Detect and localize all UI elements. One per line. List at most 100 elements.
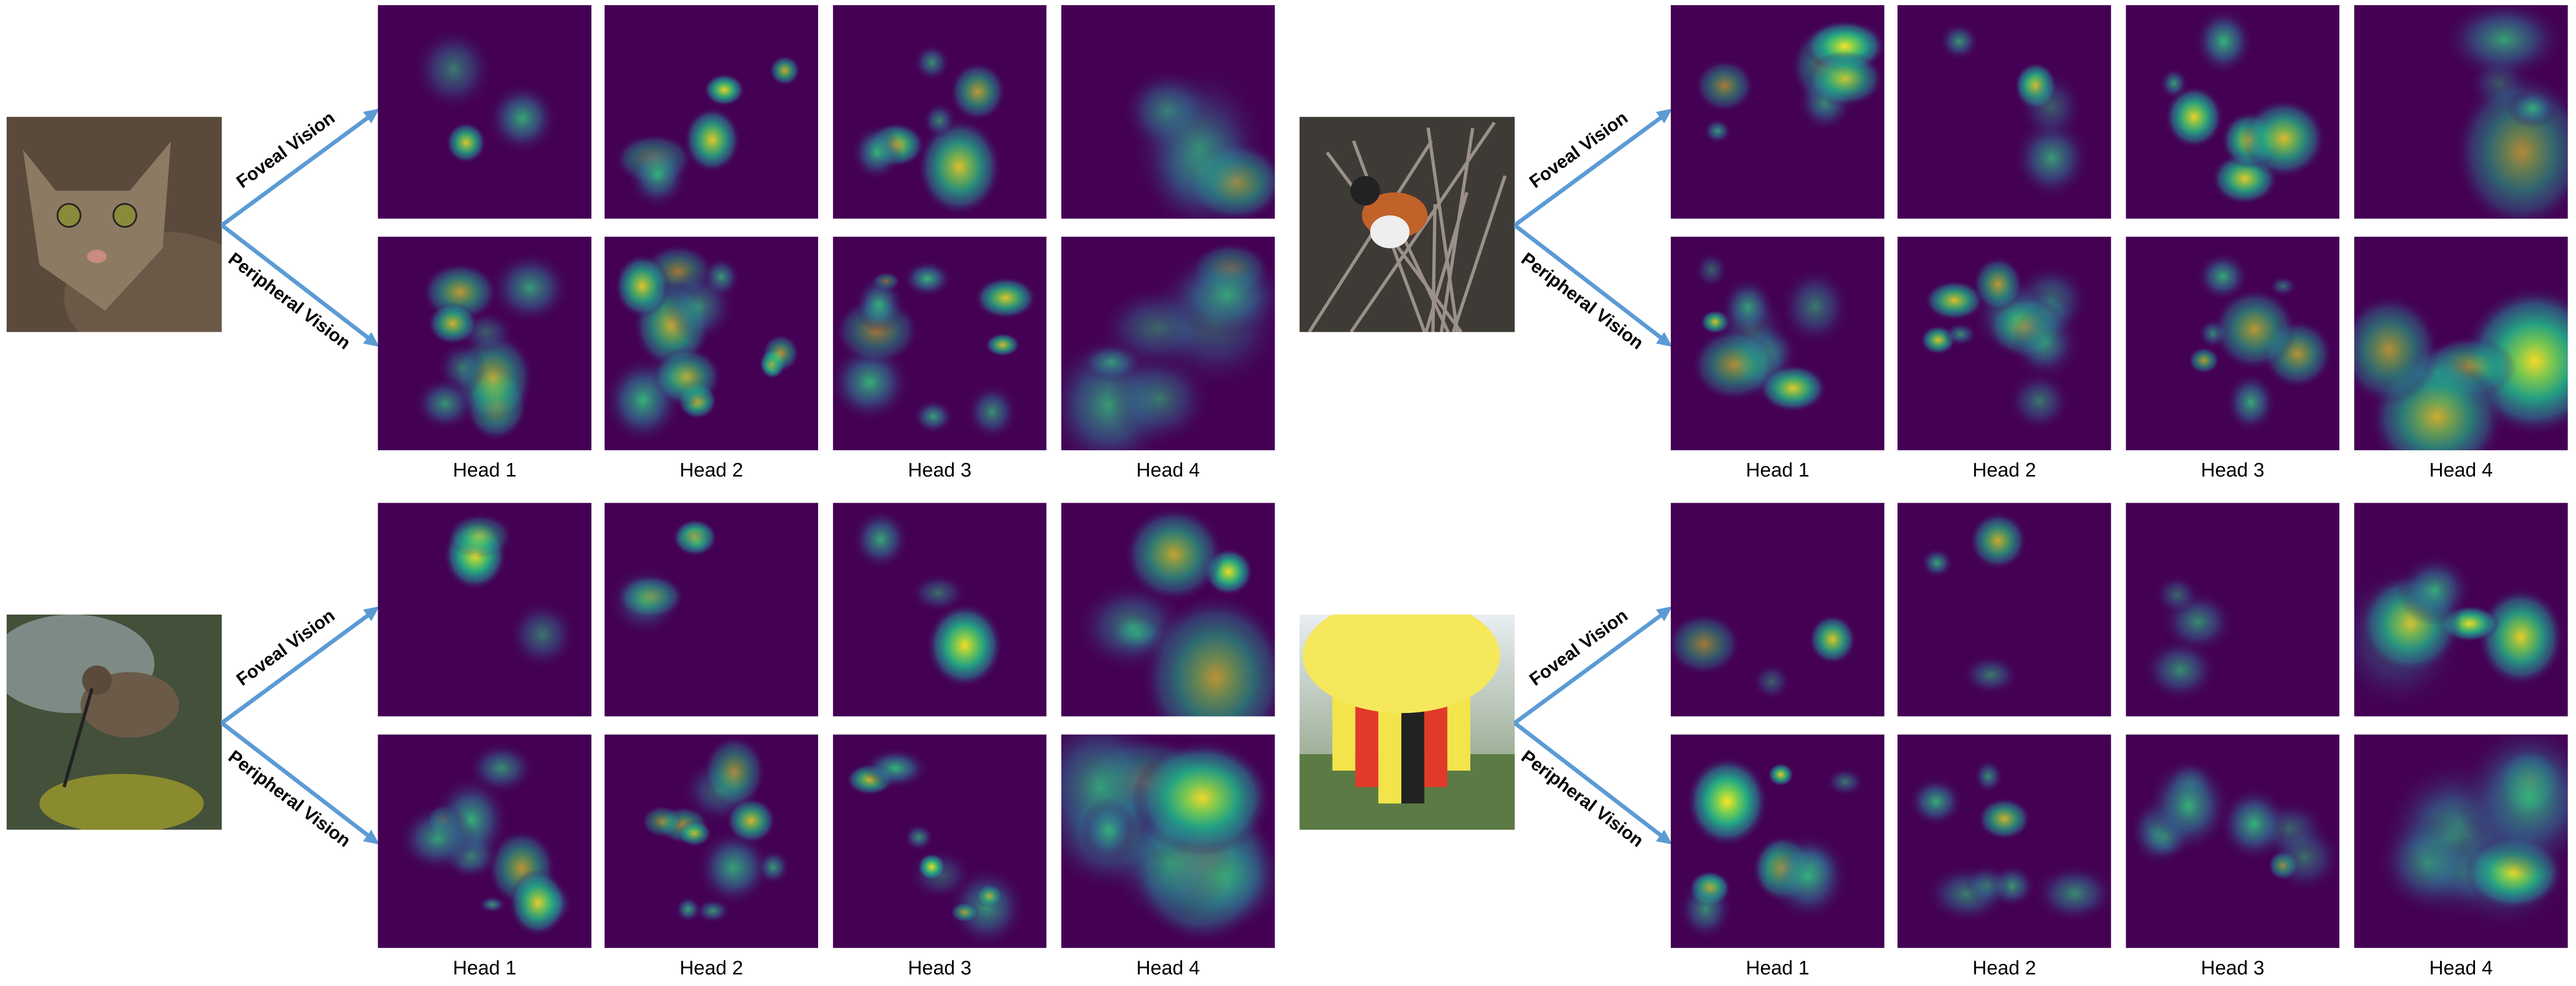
map-blob — [478, 896, 506, 913]
map-blob — [761, 334, 800, 372]
map-blob — [913, 44, 951, 81]
branch — [1426, 127, 1459, 332]
map-blob — [684, 107, 741, 173]
map-background — [378, 5, 591, 219]
attention-map — [1897, 503, 2111, 717]
attention-map — [1897, 236, 2111, 451]
map-blob — [2007, 371, 2071, 432]
map-blob — [1767, 832, 1850, 922]
attention-map — [2354, 503, 2568, 717]
arrow-head — [363, 829, 380, 845]
map-blob — [1131, 740, 1273, 856]
map-blob — [696, 828, 769, 908]
map-blob — [614, 253, 670, 318]
arrow-head — [1656, 108, 1673, 124]
arrow — [221, 224, 373, 342]
head-label: Head 2 — [1973, 957, 2036, 979]
attention-map — [833, 236, 1047, 451]
map-blob — [652, 347, 722, 407]
map-blob — [467, 742, 535, 794]
bird-head — [82, 665, 112, 695]
map-blob — [1123, 506, 1225, 603]
cat-head — [23, 141, 171, 311]
map-blob — [917, 117, 1002, 216]
map-blob — [917, 853, 946, 881]
branch — [1431, 204, 1437, 332]
bird-head — [1350, 176, 1380, 206]
head-label: Head 4 — [1137, 957, 1200, 979]
head-label: Head 3 — [908, 957, 971, 979]
attention-map — [2354, 236, 2568, 451]
attention-map — [2126, 5, 2340, 219]
attention-map — [1897, 734, 2111, 948]
attention-map — [2126, 503, 2340, 717]
arrow — [221, 611, 373, 725]
head-label: Head 2 — [1973, 459, 2036, 481]
map-blob — [1961, 654, 2020, 695]
map-blob — [862, 747, 929, 789]
map-blob — [489, 251, 571, 325]
map-blob — [446, 513, 513, 558]
attention-map — [1061, 734, 1275, 948]
map-blob — [926, 603, 1004, 688]
arrow-head — [1656, 332, 1673, 347]
map-blob — [2477, 587, 2565, 687]
attention-map — [1061, 503, 1275, 717]
head-label: Head 4 — [2429, 957, 2493, 979]
attention-map — [833, 734, 1047, 948]
map-blob — [852, 508, 910, 570]
head-label: Head 2 — [680, 957, 743, 979]
map-blob — [985, 333, 1021, 357]
attention-map — [1670, 503, 1885, 717]
map-blob — [912, 399, 954, 434]
map-blob — [1973, 759, 2004, 793]
attention-map — [1897, 5, 2111, 219]
map-blob — [1825, 767, 1865, 796]
map-blob — [627, 139, 689, 209]
head-label: Head 3 — [2201, 459, 2264, 481]
map-blob — [509, 869, 568, 937]
attention-map — [1670, 5, 1885, 219]
map-blob — [1703, 118, 1732, 144]
map-blob — [1752, 662, 1792, 701]
map-blob — [2241, 98, 2326, 178]
map-blob — [769, 55, 801, 86]
map-blob — [910, 573, 967, 613]
attention-map — [378, 734, 591, 948]
map-blob — [1128, 64, 1270, 219]
map-blob — [1943, 322, 1977, 347]
attention-map — [1670, 236, 1885, 451]
attention-map — [604, 503, 819, 717]
nose — [87, 250, 107, 263]
map-blob — [2376, 813, 2478, 913]
attention-map — [1670, 734, 1885, 948]
arrow-head — [1656, 606, 1673, 621]
map-blob — [398, 804, 478, 873]
map-blob — [1969, 512, 2027, 570]
attention-map — [604, 236, 819, 451]
attention-map — [604, 734, 819, 948]
arrow — [1513, 113, 1666, 227]
map-blob — [2018, 72, 2084, 142]
map-blob — [950, 62, 1006, 122]
attention-map — [2126, 236, 2340, 451]
map-blob — [487, 82, 558, 154]
arrow-head — [363, 332, 380, 347]
photo — [1299, 614, 1515, 830]
head-label: Head 1 — [453, 459, 516, 481]
head-label: Head 1 — [453, 957, 516, 979]
photo — [1299, 116, 1515, 332]
map-blob — [676, 820, 712, 847]
map-blob — [680, 530, 714, 555]
arrow — [221, 113, 373, 227]
attention-map — [604, 5, 819, 219]
eye — [112, 203, 138, 228]
arrow-head — [1656, 829, 1673, 845]
map-blob — [2196, 251, 2249, 301]
attention-map — [2354, 734, 2568, 948]
map-blob — [1691, 328, 1777, 401]
map-blob — [974, 277, 1037, 319]
head-label: Head 3 — [2201, 957, 2264, 979]
